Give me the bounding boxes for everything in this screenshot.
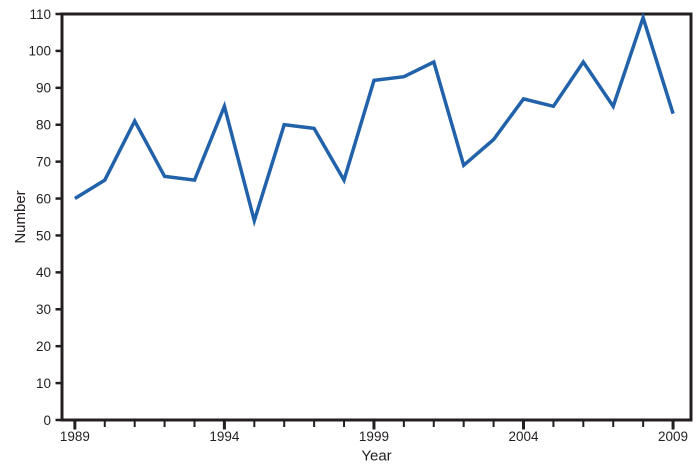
axes <box>60 12 693 422</box>
x-tick-label: 1994 <box>209 429 240 444</box>
y-tick-label: 0 <box>43 413 51 428</box>
series-line <box>73 12 675 228</box>
y-tick-label: 30 <box>36 302 51 317</box>
data-series <box>73 12 675 228</box>
y-tick-label: 20 <box>36 339 51 354</box>
y-tick-label: 50 <box>36 228 51 243</box>
y-tick-label: 70 <box>36 154 51 169</box>
x-tick-label: 1999 <box>359 429 389 444</box>
y-tick-label: 10 <box>36 376 51 391</box>
tick-marks <box>55 12 675 430</box>
plot-frame <box>60 12 693 422</box>
y-tick-label: 80 <box>36 118 51 133</box>
tick-labels: 0 10 20 30 40 50 60 70 80 90 100 110 1989 1994 1999 200… <box>12 7 688 465</box>
y-tick-label: 100 <box>28 44 51 59</box>
x-tick-label: 1989 <box>60 429 90 444</box>
y-tick-label: 60 <box>36 191 51 206</box>
y-tick-label: 40 <box>36 265 51 280</box>
x-tick-label: 2009 <box>658 429 688 444</box>
y-tick-label: 90 <box>36 81 51 96</box>
y-tick-label: 110 <box>29 7 51 22</box>
x-tick-label: 2004 <box>508 429 539 444</box>
y-axis-title: Number <box>12 190 29 243</box>
x-axis-title: Year <box>361 448 391 465</box>
